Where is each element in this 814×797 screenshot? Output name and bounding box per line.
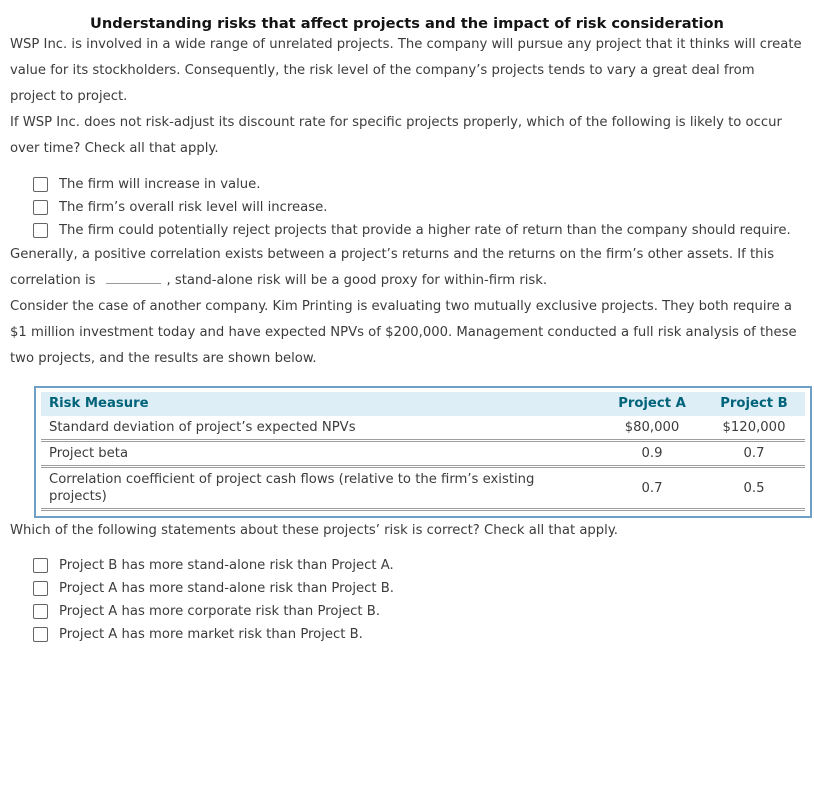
checkbox-icon[interactable]: [33, 223, 48, 238]
checkbox-icon[interactable]: [33, 200, 48, 215]
question1-option-2[interactable]: The firm’s overall risk level will incre…: [10, 196, 804, 219]
question1-prompt: If WSP Inc. does not risk-adjust its dis…: [10, 115, 782, 156]
option-label: Project A has more market risk than Proj…: [59, 627, 363, 642]
option-label: Project A has more stand-alone risk than…: [59, 581, 394, 596]
question2-option-4[interactable]: Project A has more market risk than Proj…: [10, 623, 804, 646]
col-header-risk-measure: Risk Measure: [41, 392, 601, 416]
checkbox-icon[interactable]: [33, 604, 48, 619]
risk-table: Risk Measure Project A Project B Standar…: [41, 392, 805, 511]
option-label: The firm will increase in value.: [59, 177, 261, 192]
measure-cell: Correlation coefficient of project cash …: [41, 466, 601, 511]
fill-blank-text-after: , stand-alone risk will be a good proxy …: [166, 273, 548, 288]
table-row-project-beta: Project beta 0.9 0.7: [41, 440, 805, 468]
table-header-row: Risk Measure Project A Project B: [41, 392, 805, 416]
project-b-value: 0.7: [703, 440, 805, 468]
measure-cell: Standard deviation of project’s expected…: [41, 416, 601, 442]
checkbox-icon[interactable]: [33, 177, 48, 192]
intro-paragraph: WSP Inc. is involved in a wide range of …: [10, 37, 802, 104]
option-label: The firm’s overall risk level will incre…: [59, 200, 328, 215]
checkbox-icon[interactable]: [33, 581, 48, 596]
option-label: Project A has more corporate risk than P…: [59, 604, 381, 619]
checkbox-icon[interactable]: [33, 627, 48, 642]
question1-option-1[interactable]: The firm will increase in value.: [10, 173, 804, 196]
question1-option-3[interactable]: The firm could potentially reject projec…: [10, 219, 804, 242]
risk-table-container: Risk Measure Project A Project B Standar…: [34, 386, 812, 518]
table-row-std-deviation: Standard deviation of project’s expected…: [41, 416, 805, 442]
measure-cell: Project beta: [41, 440, 601, 468]
page-title: Understanding risks that affect projects…: [90, 15, 724, 32]
col-header-project-a: Project A: [601, 392, 703, 416]
question2-option-1[interactable]: Project B has more stand-alone risk than…: [10, 554, 804, 577]
answer-blank[interactable]: [105, 269, 161, 284]
question2-option-3[interactable]: Project A has more corporate risk than P…: [10, 600, 804, 623]
project-b-value: $120,000: [703, 416, 805, 442]
option-label: Project B has more stand-alone risk than…: [59, 558, 394, 573]
question1-options: The firm will increase in value. The fir…: [10, 173, 804, 242]
case-intro-paragraph: Consider the case of another company. Ki…: [10, 299, 797, 366]
question2-options: Project B has more stand-alone risk than…: [10, 554, 804, 646]
project-b-value: 0.5: [703, 466, 805, 511]
project-a-value: 0.7: [601, 466, 703, 511]
project-a-value: $80,000: [601, 416, 703, 442]
checkbox-icon[interactable]: [33, 558, 48, 573]
option-label: The firm could potentially reject projec…: [59, 223, 791, 238]
fill-blank-paragraph: Generally, a positive correlation exists…: [10, 242, 804, 294]
fill-blank-text-before: Generally, a positive correlation exists…: [10, 247, 775, 288]
col-header-project-b: Project B: [703, 392, 805, 416]
project-a-value: 0.9: [601, 440, 703, 468]
question2-option-2[interactable]: Project A has more stand-alone risk than…: [10, 577, 804, 600]
question2-prompt: Which of the following statements about …: [10, 523, 618, 538]
table-row-correlation-coefficient: Correlation coefficient of project cash …: [41, 466, 805, 511]
